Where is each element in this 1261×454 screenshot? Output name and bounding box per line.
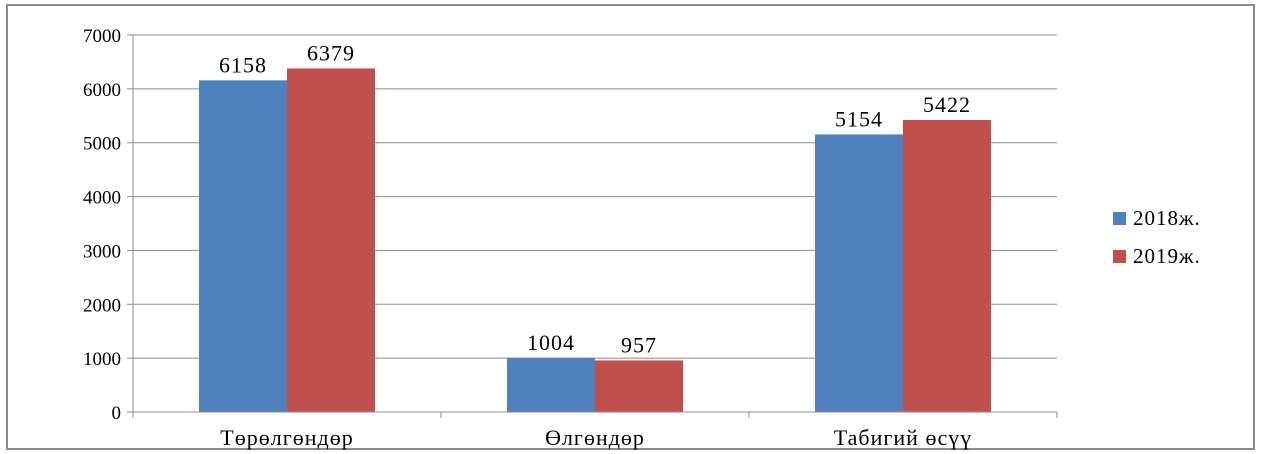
y-tick-label: 5000 (83, 134, 121, 155)
x-category-label: Төрөлгөндөр (220, 425, 353, 450)
bar-series-1 (815, 134, 903, 412)
y-tick-label: 1000 (83, 349, 121, 370)
bars (199, 68, 991, 412)
legend-swatch (1113, 212, 1126, 225)
data-label: 6379 (307, 40, 355, 65)
y-tick-label: 2000 (83, 295, 121, 316)
data-label: 957 (621, 332, 657, 357)
data-label: 5422 (923, 92, 971, 117)
bar-series-2 (595, 360, 683, 412)
y-tick-label: 0 (112, 403, 122, 424)
legend-label: 2018ж. (1133, 206, 1201, 230)
legend-swatch (1113, 250, 1126, 263)
x-category-label: Табигий өсүү (834, 425, 972, 450)
data-labels: 6158 6379 1004 957 5154 5422 (219, 40, 971, 357)
y-axis: 0 1000 2000 3000 4000 5000 6000 7000 (83, 26, 134, 424)
y-tick-label: 3000 (83, 241, 121, 262)
x-category-label: Өлгөндөр (545, 425, 645, 450)
bar-series-1 (199, 80, 287, 412)
data-label: 6158 (219, 52, 267, 77)
y-tick-label: 6000 (83, 80, 121, 101)
x-axis: Төрөлгөндөр Өлгөндөр Табигий өсүү (132, 411, 1058, 450)
legend-label: 2019ж. (1133, 244, 1201, 268)
legend: 2018ж. 2019ж. (1113, 206, 1201, 268)
bar-series-1 (507, 357, 595, 412)
data-label: 5154 (835, 106, 883, 131)
data-label: 1004 (527, 330, 575, 355)
bar-series-2 (287, 68, 375, 412)
bar-series-2 (903, 119, 991, 412)
y-tick-label: 4000 (83, 188, 121, 209)
y-tick-label: 7000 (83, 26, 121, 47)
